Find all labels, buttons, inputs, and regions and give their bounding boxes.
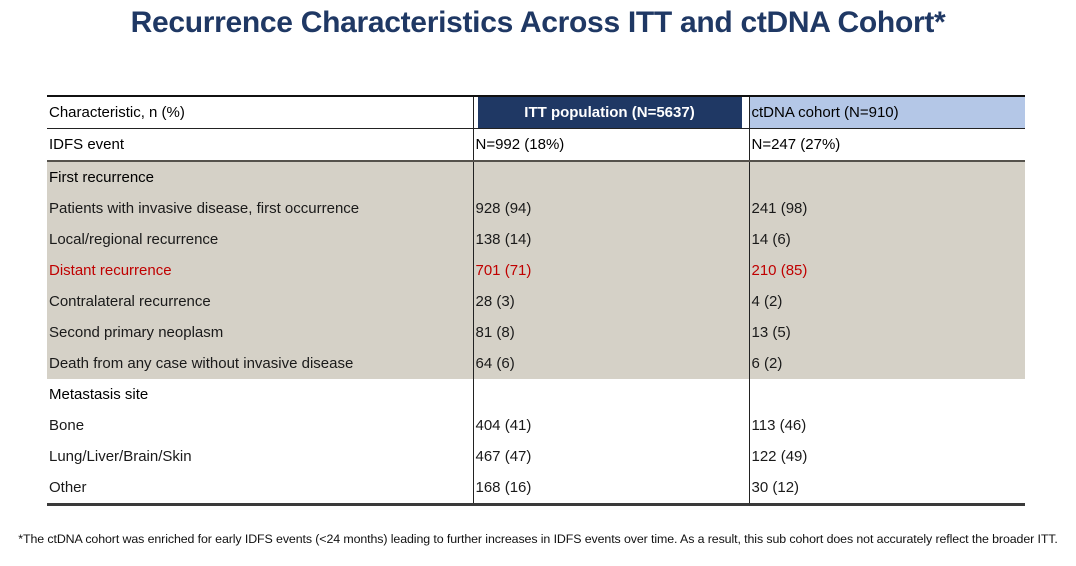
ctdna-value: 6 (2) (748, 348, 1025, 379)
itt-value (472, 161, 749, 193)
ctdna-value (748, 379, 1025, 410)
table-row: Patients with invasive disease, first oc… (47, 193, 1025, 224)
row-label: First recurrence (47, 161, 473, 193)
table-row: Bone 404 (41) 113 (46) (47, 410, 1025, 441)
row-label: Second primary neoplasm (47, 317, 473, 348)
row-label: Lung/Liver/Brain/Skin (49, 448, 192, 465)
column-header-ctdna: ctDNA cohort (N=910) (748, 96, 1025, 129)
row-label: Patients with invasive disease, first oc… (47, 193, 473, 224)
ctdna-value: 13 (5) (748, 317, 1025, 348)
row-label: Other (49, 479, 87, 496)
table-row: IDFS event N=992 (18%) N=247 (27%) (47, 128, 1025, 162)
ctdna-value: 122 (49) (748, 441, 1025, 472)
ctdna-value: 210 (85) (748, 255, 1025, 286)
page-title: Recurrence Characteristics Across ITT an… (130, 6, 946, 39)
table-row: First recurrence (47, 161, 1025, 193)
ctdna-value: 14 (6) (748, 224, 1025, 255)
row-label: IDFS event (47, 128, 473, 162)
table-row: Metastasis site (47, 379, 1025, 410)
column-header-itt: ITT population (N=5637) (472, 96, 749, 129)
itt-value: 64 (6) (472, 348, 749, 379)
itt-value: 701 (71) (472, 255, 749, 286)
row-label: Distant recurrence (47, 255, 473, 286)
table-row: Distant recurrence 701 (71) 210 (85) (47, 255, 1025, 286)
column-header-characteristic: Characteristic, n (%) (47, 96, 473, 129)
table-row: Local/regional recurrence 138 (14) 14 (6… (47, 224, 1025, 255)
ctdna-value: 113 (46) (748, 410, 1025, 441)
itt-value: 28 (3) (472, 286, 749, 317)
itt-value: N=992 (18%) (472, 128, 749, 162)
ctdna-value (748, 161, 1025, 193)
ctdna-value: 4 (2) (748, 286, 1025, 317)
ctdna-value: 30 (12) (748, 472, 1025, 505)
itt-value: 168 (16) (472, 472, 749, 505)
itt-value: 138 (14) (472, 224, 749, 255)
ctdna-value: N=247 (27%) (748, 128, 1025, 162)
itt-value: 928 (94) (472, 193, 749, 224)
table-row: Lung/Liver/Brain/Skin 467 (47) 122 (49) (47, 441, 1025, 472)
itt-value: 404 (41) (472, 410, 749, 441)
row-label: Contralateral recurrence (47, 286, 473, 317)
ctdna-value: 241 (98) (748, 193, 1025, 224)
footnote: *The ctDNA cohort was enriched for early… (18, 532, 1058, 546)
table-header-row: Characteristic, n (%) ITT population (N=… (47, 96, 1025, 129)
itt-value: 467 (47) (472, 441, 749, 472)
row-label: Death from any case without invasive dis… (47, 348, 473, 379)
row-label: Bone (49, 417, 85, 434)
table-row: Death from any case without invasive dis… (47, 348, 1025, 379)
itt-value (472, 379, 749, 410)
itt-value: 81 (8) (472, 317, 749, 348)
table-row: Contralateral recurrence 28 (3) 4 (2) (47, 286, 1025, 317)
table-row: Other 168 (16) 30 (12) (47, 472, 1025, 505)
row-label: Local/regional recurrence (47, 224, 473, 255)
itt-header-fill: ITT population (N=5637) (477, 97, 742, 128)
recurrence-table: Characteristic, n (%) ITT population (N=… (47, 95, 1025, 506)
table-row: Second primary neoplasm 81 (8) 13 (5) (47, 317, 1025, 348)
row-label: Metastasis site (49, 386, 149, 403)
